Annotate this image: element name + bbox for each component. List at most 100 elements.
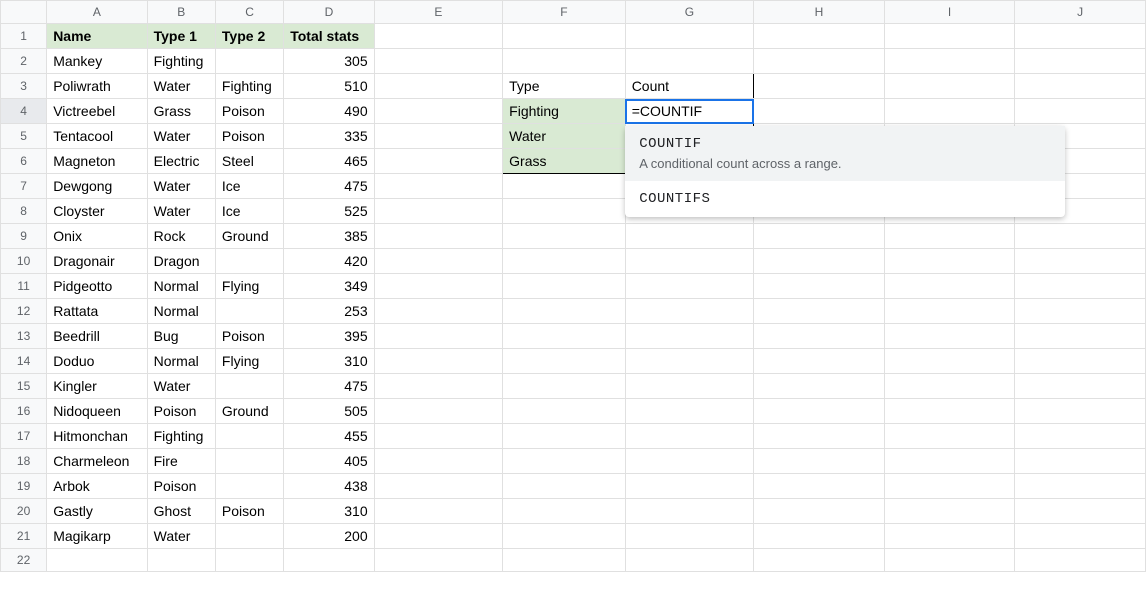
cell-I2[interactable] (884, 49, 1015, 74)
row-header-18[interactable]: 18 (1, 449, 47, 474)
cell-E8[interactable] (374, 199, 503, 224)
cell-G12[interactable] (625, 299, 754, 324)
cell-E9[interactable] (374, 224, 503, 249)
cell-D3[interactable]: 510 (284, 74, 374, 99)
col-header-H[interactable]: H (754, 1, 885, 24)
cell-H17[interactable] (754, 424, 885, 449)
cell-F18[interactable] (503, 449, 626, 474)
cell-G10[interactable] (625, 249, 754, 274)
cell-D7[interactable]: 475 (284, 174, 374, 199)
cell-E12[interactable] (374, 299, 503, 324)
col-header-G[interactable]: G (625, 1, 754, 24)
cell-D10[interactable]: 420 (284, 249, 374, 274)
cell-B3[interactable]: Water (147, 74, 215, 99)
cell-A5[interactable]: Tentacool (47, 124, 147, 149)
cell-H15[interactable] (754, 374, 885, 399)
cell-C11[interactable]: Flying (215, 274, 283, 299)
cell-E17[interactable] (374, 424, 503, 449)
cell-A19[interactable]: Arbok (47, 474, 147, 499)
cell-C21[interactable] (215, 524, 283, 549)
cell-C19[interactable] (215, 474, 283, 499)
cell-I16[interactable] (884, 399, 1015, 424)
cell-I12[interactable] (884, 299, 1015, 324)
row-header-10[interactable]: 10 (1, 249, 47, 274)
cell-J4[interactable] (1015, 99, 1146, 124)
cell-B10[interactable]: Dragon (147, 249, 215, 274)
cell-B22[interactable] (147, 549, 215, 572)
cell-G9[interactable] (625, 224, 754, 249)
cell-I21[interactable] (884, 524, 1015, 549)
cell-F8[interactable] (503, 199, 626, 224)
cell-D2[interactable]: 305 (284, 49, 374, 74)
cell-F21[interactable] (503, 524, 626, 549)
cell-F9[interactable] (503, 224, 626, 249)
cell-C22[interactable] (215, 549, 283, 572)
row-header-1[interactable]: 1 (1, 24, 47, 49)
autocomplete-item-countif[interactable]: COUNTIFA conditional count across a rang… (625, 126, 1065, 181)
cell-J21[interactable] (1015, 524, 1146, 549)
cell-I20[interactable] (884, 499, 1015, 524)
cell-D20[interactable]: 310 (284, 499, 374, 524)
col-header-D[interactable]: D (284, 1, 374, 24)
cell-G3[interactable]: Count (625, 74, 754, 99)
cell-B17[interactable]: Fighting (147, 424, 215, 449)
cell-C8[interactable]: Ice (215, 199, 283, 224)
cell-G11[interactable] (625, 274, 754, 299)
cell-B6[interactable]: Electric (147, 149, 215, 174)
row-header-19[interactable]: 19 (1, 474, 47, 499)
col-header-F[interactable]: F (503, 1, 626, 24)
row-header-6[interactable]: 6 (1, 149, 47, 174)
cell-D11[interactable]: 349 (284, 274, 374, 299)
cell-A7[interactable]: Dewgong (47, 174, 147, 199)
cell-C16[interactable]: Ground (215, 399, 283, 424)
cell-D5[interactable]: 335 (284, 124, 374, 149)
cell-E13[interactable] (374, 324, 503, 349)
cell-G13[interactable] (625, 324, 754, 349)
cell-I18[interactable] (884, 449, 1015, 474)
cell-B18[interactable]: Fire (147, 449, 215, 474)
cell-J11[interactable] (1015, 274, 1146, 299)
cell-G17[interactable] (625, 424, 754, 449)
cell-A21[interactable]: Magikarp (47, 524, 147, 549)
cell-C7[interactable]: Ice (215, 174, 283, 199)
row-header-4[interactable]: 4 (1, 99, 47, 124)
cell-F2[interactable] (503, 49, 626, 74)
row-header-5[interactable]: 5 (1, 124, 47, 149)
cell-E4[interactable] (374, 99, 503, 124)
cell-H9[interactable] (754, 224, 885, 249)
cell-A17[interactable]: Hitmonchan (47, 424, 147, 449)
row-header-7[interactable]: 7 (1, 174, 47, 199)
row-header-12[interactable]: 12 (1, 299, 47, 324)
cell-C3[interactable]: Fighting (215, 74, 283, 99)
cell-A6[interactable]: Magneton (47, 149, 147, 174)
col-header-E[interactable]: E (374, 1, 503, 24)
cell-B8[interactable]: Water (147, 199, 215, 224)
cell-F16[interactable] (503, 399, 626, 424)
cell-D8[interactable]: 525 (284, 199, 374, 224)
cell-B7[interactable]: Water (147, 174, 215, 199)
cell-F4[interactable]: Fighting (503, 99, 626, 124)
cell-I10[interactable] (884, 249, 1015, 274)
cell-E22[interactable] (374, 549, 503, 572)
cell-C10[interactable] (215, 249, 283, 274)
cell-H13[interactable] (754, 324, 885, 349)
cell-J16[interactable] (1015, 399, 1146, 424)
row-header-15[interactable]: 15 (1, 374, 47, 399)
cell-H3[interactable] (754, 74, 885, 99)
cell-H12[interactable] (754, 299, 885, 324)
cell-I15[interactable] (884, 374, 1015, 399)
cell-J3[interactable] (1015, 74, 1146, 99)
cell-A4[interactable]: Victreebel (47, 99, 147, 124)
cell-G18[interactable] (625, 449, 754, 474)
cell-J10[interactable] (1015, 249, 1146, 274)
cell-F13[interactable] (503, 324, 626, 349)
cell-I1[interactable] (884, 24, 1015, 49)
cell-D16[interactable]: 505 (284, 399, 374, 424)
col-header-A[interactable]: A (47, 1, 147, 24)
cell-J2[interactable] (1015, 49, 1146, 74)
cell-G21[interactable] (625, 524, 754, 549)
cell-D9[interactable]: 385 (284, 224, 374, 249)
cell-B9[interactable]: Rock (147, 224, 215, 249)
cell-A10[interactable]: Dragonair (47, 249, 147, 274)
row-header-20[interactable]: 20 (1, 499, 47, 524)
